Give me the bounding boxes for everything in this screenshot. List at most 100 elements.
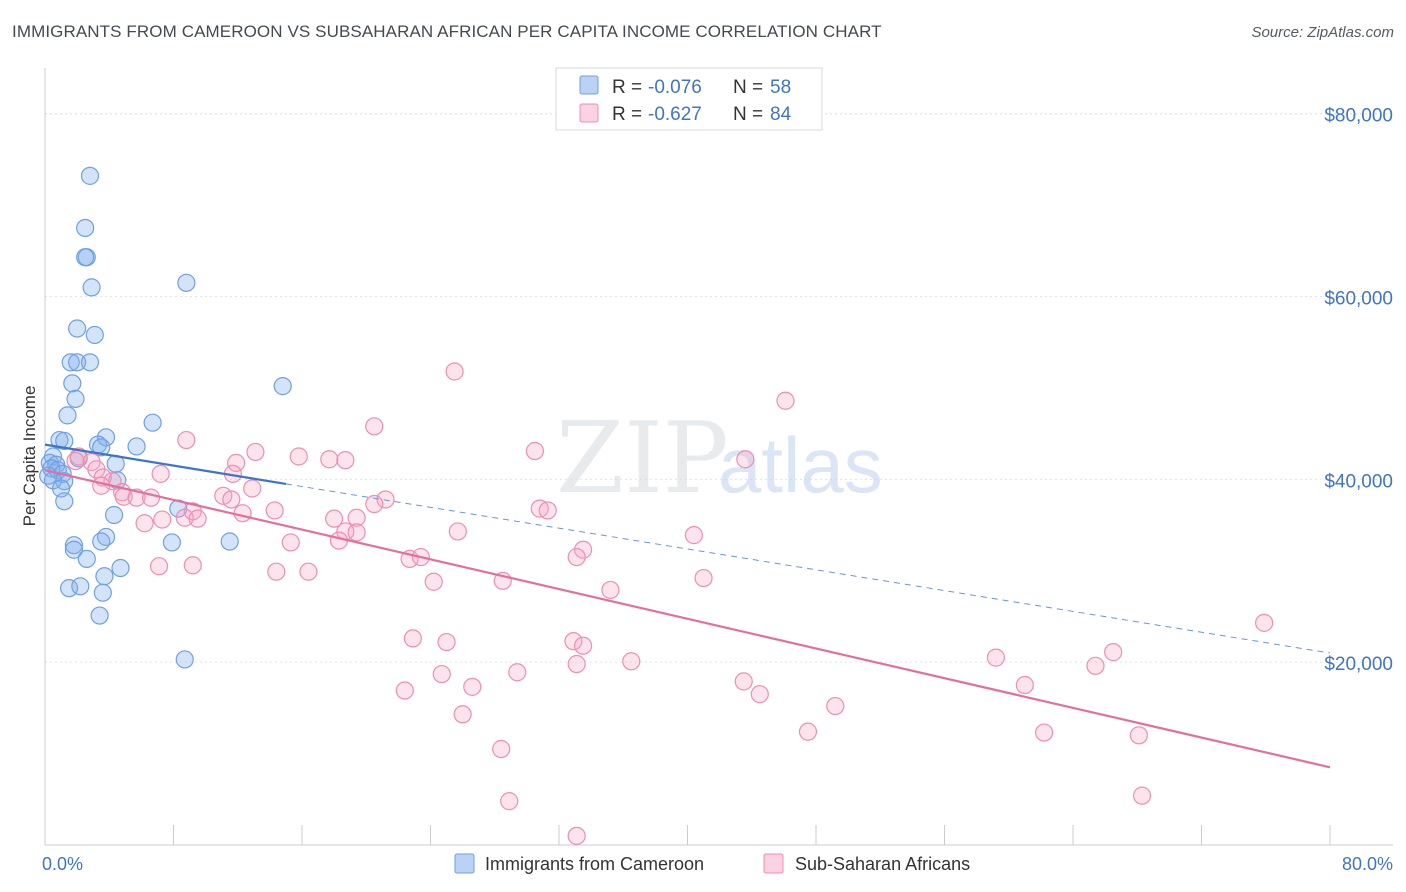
cameroon-point bbox=[220, 532, 239, 551]
cameroon-point bbox=[175, 650, 194, 669]
y-tick-label: $40,000 bbox=[1324, 471, 1393, 492]
legend-r-value-subsaharan: -0.627 bbox=[648, 104, 702, 125]
subsaharan-point bbox=[92, 476, 111, 495]
cameroon-point bbox=[66, 389, 85, 409]
y-tick-label: $60,000 bbox=[1324, 289, 1393, 310]
cameroon-point bbox=[76, 218, 95, 238]
subsaharan-point bbox=[183, 556, 202, 575]
subsaharan-point bbox=[365, 494, 384, 514]
legend-n-value-cameroon: 58 bbox=[770, 77, 791, 98]
subsaharan-point bbox=[492, 739, 511, 759]
cameroon-point bbox=[71, 577, 90, 596]
subsaharan-point bbox=[750, 685, 769, 704]
subsaharan-point bbox=[336, 451, 355, 470]
subsaharan-point bbox=[694, 568, 713, 588]
cameroon-point bbox=[177, 273, 196, 292]
subsaharan-point bbox=[776, 391, 795, 410]
y-tick-label: $20,000 bbox=[1324, 654, 1393, 675]
cameroon-point bbox=[61, 353, 80, 372]
series-legend-label-cameroon: Immigrants from Cameroon bbox=[485, 854, 704, 874]
subsaharan-point bbox=[448, 522, 467, 541]
cameroon-point bbox=[93, 583, 112, 602]
subsaharan-point bbox=[395, 681, 414, 700]
legend-n-label-cameroon: N = bbox=[733, 77, 763, 98]
subsaharan-point bbox=[66, 451, 85, 471]
cameroon-point bbox=[80, 166, 100, 185]
legend-n-value-subsaharan: 84 bbox=[770, 104, 792, 125]
series-legend: Immigrants from Cameroon Sub-Saharan Afr… bbox=[454, 853, 970, 874]
source-label: Source: ZipAtlas.com bbox=[1251, 24, 1394, 41]
subsaharan-point bbox=[320, 450, 339, 469]
subsaharan-point bbox=[347, 523, 366, 542]
subsaharan-point bbox=[222, 490, 241, 509]
x-tick-label-start: 0.0% bbox=[42, 854, 83, 874]
legend-r-label-subsaharan: R = bbox=[612, 104, 642, 125]
cameroon-point bbox=[95, 567, 114, 586]
correlation-legend-box bbox=[555, 67, 823, 131]
subsaharan-point bbox=[281, 533, 300, 552]
cameroon-point bbox=[80, 353, 100, 372]
legend-r-value-cameroon: -0.076 bbox=[648, 77, 702, 98]
subsaharan-point bbox=[1104, 643, 1123, 662]
subsaharan-point bbox=[177, 430, 196, 450]
cameroon-point bbox=[92, 532, 111, 551]
subsaharan-point bbox=[432, 664, 451, 684]
legend-swatch-cameroon bbox=[579, 75, 599, 95]
subsaharan-point bbox=[1132, 786, 1152, 805]
x-tick-label-end: 80.0% bbox=[1342, 854, 1393, 874]
subsaharan-point bbox=[500, 792, 519, 811]
cameroon-point bbox=[90, 606, 109, 625]
subsaharan-point bbox=[175, 508, 194, 527]
subsaharan-point bbox=[299, 562, 318, 581]
subsaharan-point bbox=[463, 677, 482, 696]
correlation-legend: R = -0.076 N = 58 R = -0.627 N = 84 bbox=[555, 67, 823, 131]
subsaharan-point bbox=[601, 580, 620, 600]
subsaharan-point bbox=[1086, 656, 1105, 675]
subsaharan-point bbox=[445, 362, 464, 381]
cameroon-point bbox=[76, 248, 95, 267]
cameroon-point bbox=[64, 540, 84, 559]
y-axis-label: Per Capita Income bbox=[20, 386, 39, 527]
cameroon-point bbox=[127, 437, 146, 456]
subsaharan-point bbox=[267, 562, 286, 581]
chart-title: IMMIGRANTS FROM CAMEROON VS SUBSAHARAN A… bbox=[12, 22, 882, 41]
cameroon-point bbox=[85, 325, 104, 345]
subsaharan-point bbox=[622, 652, 641, 671]
subsaharan-point bbox=[243, 479, 262, 498]
cameroon-point bbox=[273, 377, 292, 396]
subsaharan-point bbox=[508, 663, 527, 682]
series-legend-label-subsaharan: Sub-Saharan Africans bbox=[795, 854, 970, 874]
subsaharan-point bbox=[376, 490, 395, 509]
cameroon-point bbox=[92, 438, 111, 457]
trend-lines bbox=[44, 443, 1331, 769]
subsaharan-point bbox=[227, 453, 246, 472]
cameroon-point bbox=[68, 319, 87, 338]
subsaharan-point bbox=[734, 672, 753, 691]
legend-swatch-subsaharan bbox=[579, 103, 599, 123]
series-legend-swatch-subsaharan bbox=[763, 853, 784, 874]
subsaharan-point bbox=[246, 442, 265, 462]
subsaharan-point bbox=[564, 632, 583, 651]
trend-line-subsaharan bbox=[44, 469, 1331, 769]
cameroon-point bbox=[63, 374, 82, 393]
watermark: ZIP atlas bbox=[556, 402, 883, 516]
subsaharan-point bbox=[1129, 726, 1148, 745]
subsaharan-point bbox=[437, 632, 456, 652]
subsaharan-point bbox=[188, 509, 207, 528]
legend-r-label-cameroon: R = bbox=[612, 77, 642, 98]
subsaharan-point bbox=[573, 636, 593, 655]
subsaharan-point bbox=[149, 557, 169, 576]
subsaharan-point bbox=[347, 508, 366, 527]
subsaharan-point bbox=[736, 450, 755, 469]
subsaharan-point bbox=[1034, 723, 1054, 742]
cameroon-point bbox=[77, 549, 96, 568]
legend-n-label-subsaharan: N = bbox=[733, 104, 763, 125]
watermark-zip: ZIP bbox=[556, 402, 729, 516]
trend-line-cameroon-extension bbox=[285, 483, 1331, 654]
subsaharan-point bbox=[986, 648, 1006, 667]
subsaharan-point bbox=[684, 526, 704, 545]
cameroon-point bbox=[55, 431, 74, 451]
cameroon-point bbox=[82, 278, 101, 297]
subsaharan-point bbox=[567, 826, 586, 845]
subsaharan-point bbox=[1255, 613, 1274, 632]
